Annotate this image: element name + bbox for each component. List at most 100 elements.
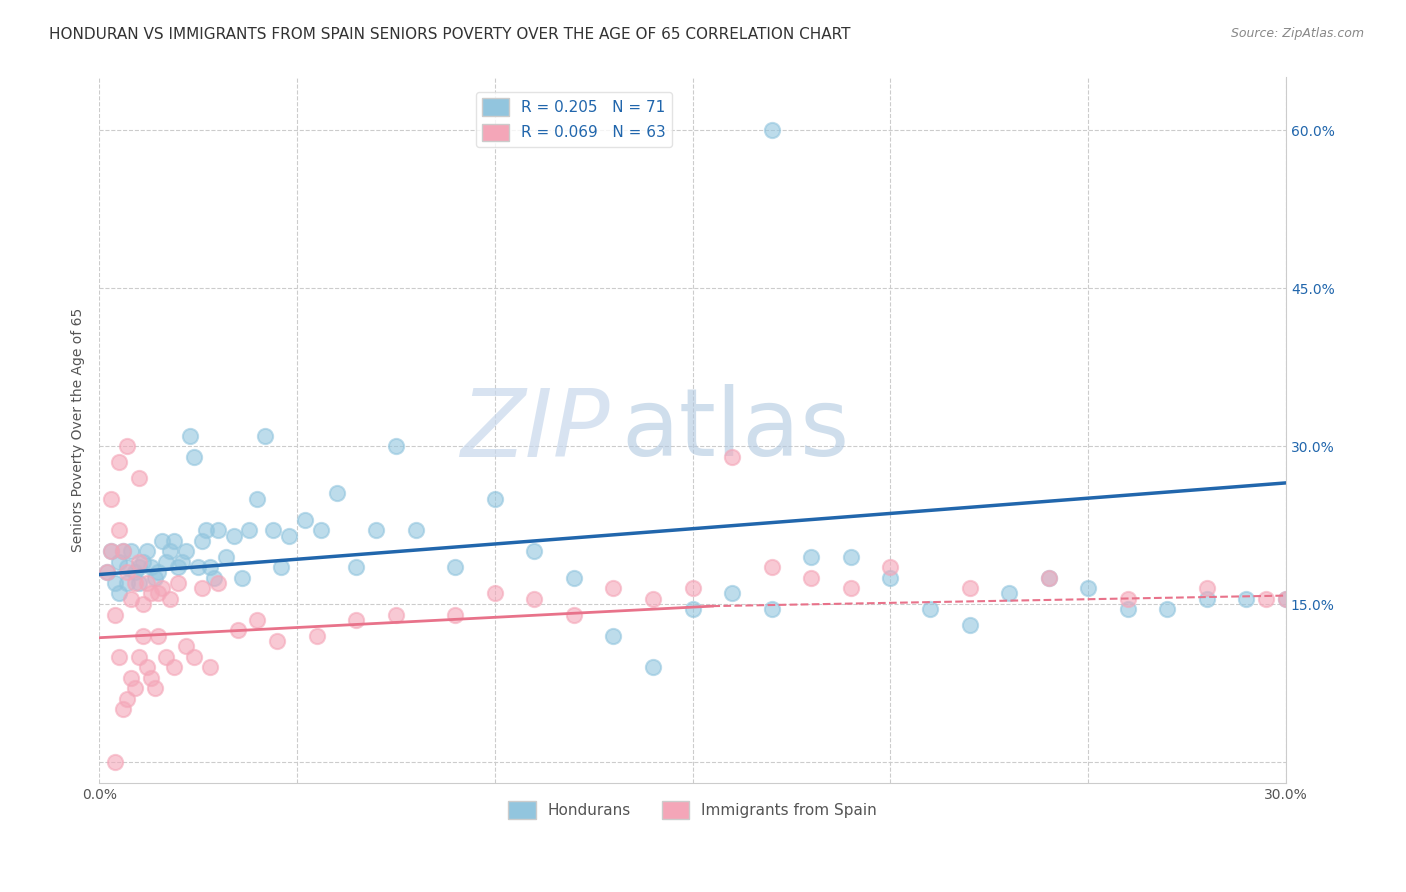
Point (385, 607, 408, 622)
Point (174, 639, 197, 653)
Point (104, 607, 127, 622)
Point (100, 491, 122, 506)
Point (100, 544, 122, 558)
Point (183, 450, 205, 464)
Point (1077, 581, 1099, 595)
Point (120, 671, 142, 685)
Point (222, 528, 245, 542)
Point (115, 691, 138, 706)
Point (998, 586, 1021, 600)
Point (523, 544, 546, 558)
Point (108, 455, 131, 469)
Point (839, 549, 862, 564)
Point (115, 439, 138, 453)
Text: atlas: atlas (621, 384, 849, 476)
Point (238, 523, 260, 537)
Point (187, 560, 209, 574)
Point (959, 581, 981, 595)
Point (523, 591, 546, 606)
Point (444, 607, 467, 622)
Legend: Hondurans, Immigrants from Spain: Hondurans, Immigrants from Spain (502, 795, 883, 825)
Point (1236, 591, 1258, 606)
Point (148, 586, 170, 600)
Point (405, 523, 427, 537)
Point (139, 560, 162, 574)
Point (135, 544, 157, 558)
Point (124, 576, 146, 591)
Point (761, 560, 783, 574)
Point (207, 576, 229, 591)
Point (131, 597, 153, 611)
Point (207, 523, 229, 537)
Point (1038, 571, 1060, 585)
Point (202, 571, 225, 585)
Point (111, 702, 134, 716)
Point (172, 555, 194, 569)
Point (139, 586, 162, 600)
Point (139, 671, 162, 685)
Point (344, 613, 367, 627)
Point (155, 555, 177, 569)
Point (96, 566, 118, 580)
Point (918, 602, 941, 616)
Point (246, 613, 269, 627)
Point (143, 571, 166, 585)
Point (385, 439, 408, 453)
Point (143, 681, 166, 696)
Point (191, 581, 214, 595)
Point (131, 555, 153, 569)
Point (115, 560, 138, 574)
Point (159, 544, 181, 558)
Point (1195, 581, 1218, 595)
Point (1195, 591, 1218, 606)
Point (135, 660, 157, 674)
Text: ZIP: ZIP (460, 384, 609, 475)
Point (108, 649, 131, 664)
Point (344, 560, 367, 574)
Point (262, 523, 284, 537)
Point (128, 470, 150, 484)
Point (120, 591, 142, 606)
Point (104, 576, 127, 591)
Point (96, 566, 118, 580)
Point (364, 523, 387, 537)
Point (246, 491, 269, 506)
Point (128, 649, 150, 664)
Point (1038, 571, 1060, 585)
Point (484, 586, 506, 600)
Point (305, 629, 328, 643)
Point (325, 486, 347, 500)
Point (120, 544, 142, 558)
Point (1156, 602, 1178, 616)
Point (270, 560, 292, 574)
Point (124, 566, 146, 580)
Point (879, 560, 901, 574)
Point (602, 581, 624, 595)
Point (155, 649, 177, 664)
Point (100, 544, 122, 558)
Point (108, 555, 131, 569)
Point (800, 571, 823, 585)
Point (152, 581, 174, 595)
Point (1116, 591, 1139, 606)
Point (148, 629, 170, 643)
Point (152, 533, 174, 548)
Point (128, 555, 150, 569)
Point (194, 523, 217, 537)
Point (131, 629, 153, 643)
Point (278, 528, 301, 542)
Point (111, 544, 134, 558)
Point (191, 533, 214, 548)
Point (179, 428, 201, 442)
Point (163, 533, 186, 548)
Point (1275, 591, 1298, 606)
Point (124, 681, 146, 696)
Point (682, 602, 704, 616)
Point (682, 581, 704, 595)
Point (294, 513, 316, 527)
Point (602, 629, 624, 643)
Point (167, 560, 190, 574)
Point (108, 523, 131, 537)
Point (761, 123, 783, 137)
Point (215, 549, 238, 564)
